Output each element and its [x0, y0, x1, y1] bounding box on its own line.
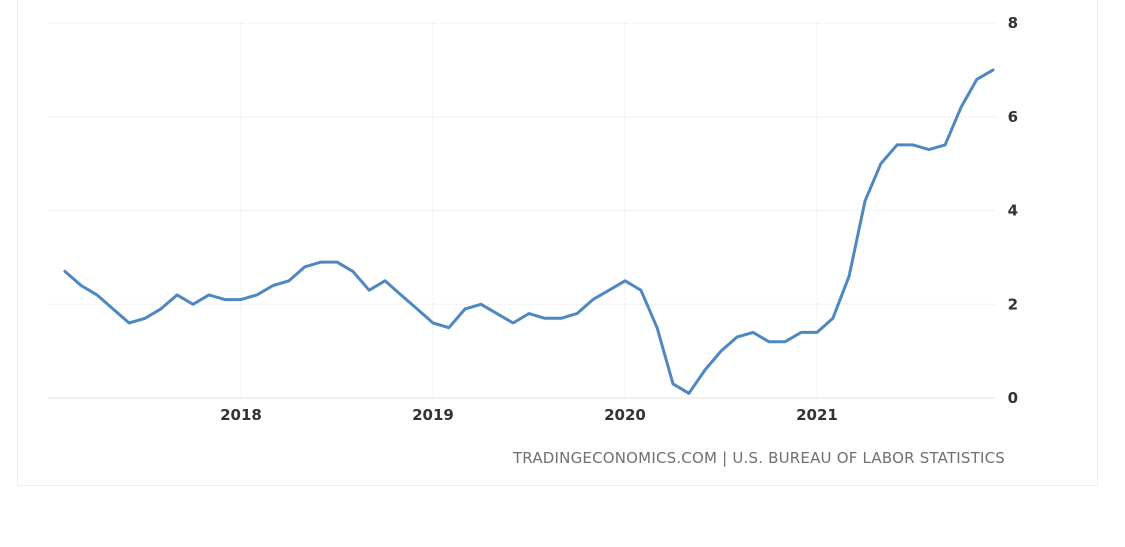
series-layer [63, 68, 995, 395]
y-tick-label: 8 [1008, 14, 1018, 32]
x-axis: 2018 2019 2020 2021 [220, 406, 838, 424]
y-tick-label: 6 [1008, 108, 1018, 126]
x-tick-label: 2021 [796, 406, 838, 424]
chart-panel [17, 0, 1098, 486]
source-credit: TRADINGECONOMICS.COM | U.S. BUREAU OF LA… [512, 449, 1005, 467]
y-axis: 0 2 4 6 8 [1008, 14, 1018, 407]
x-tick-label: 2020 [604, 406, 646, 424]
y-tick-label: 2 [1008, 295, 1018, 313]
grid [48, 22, 995, 399]
series-line [63, 68, 995, 395]
y-tick-label: 4 [1008, 202, 1018, 220]
x-tick-label: 2018 [220, 406, 262, 424]
x-tick-label: 2019 [412, 406, 454, 424]
y-tick-label: 0 [1008, 389, 1018, 407]
